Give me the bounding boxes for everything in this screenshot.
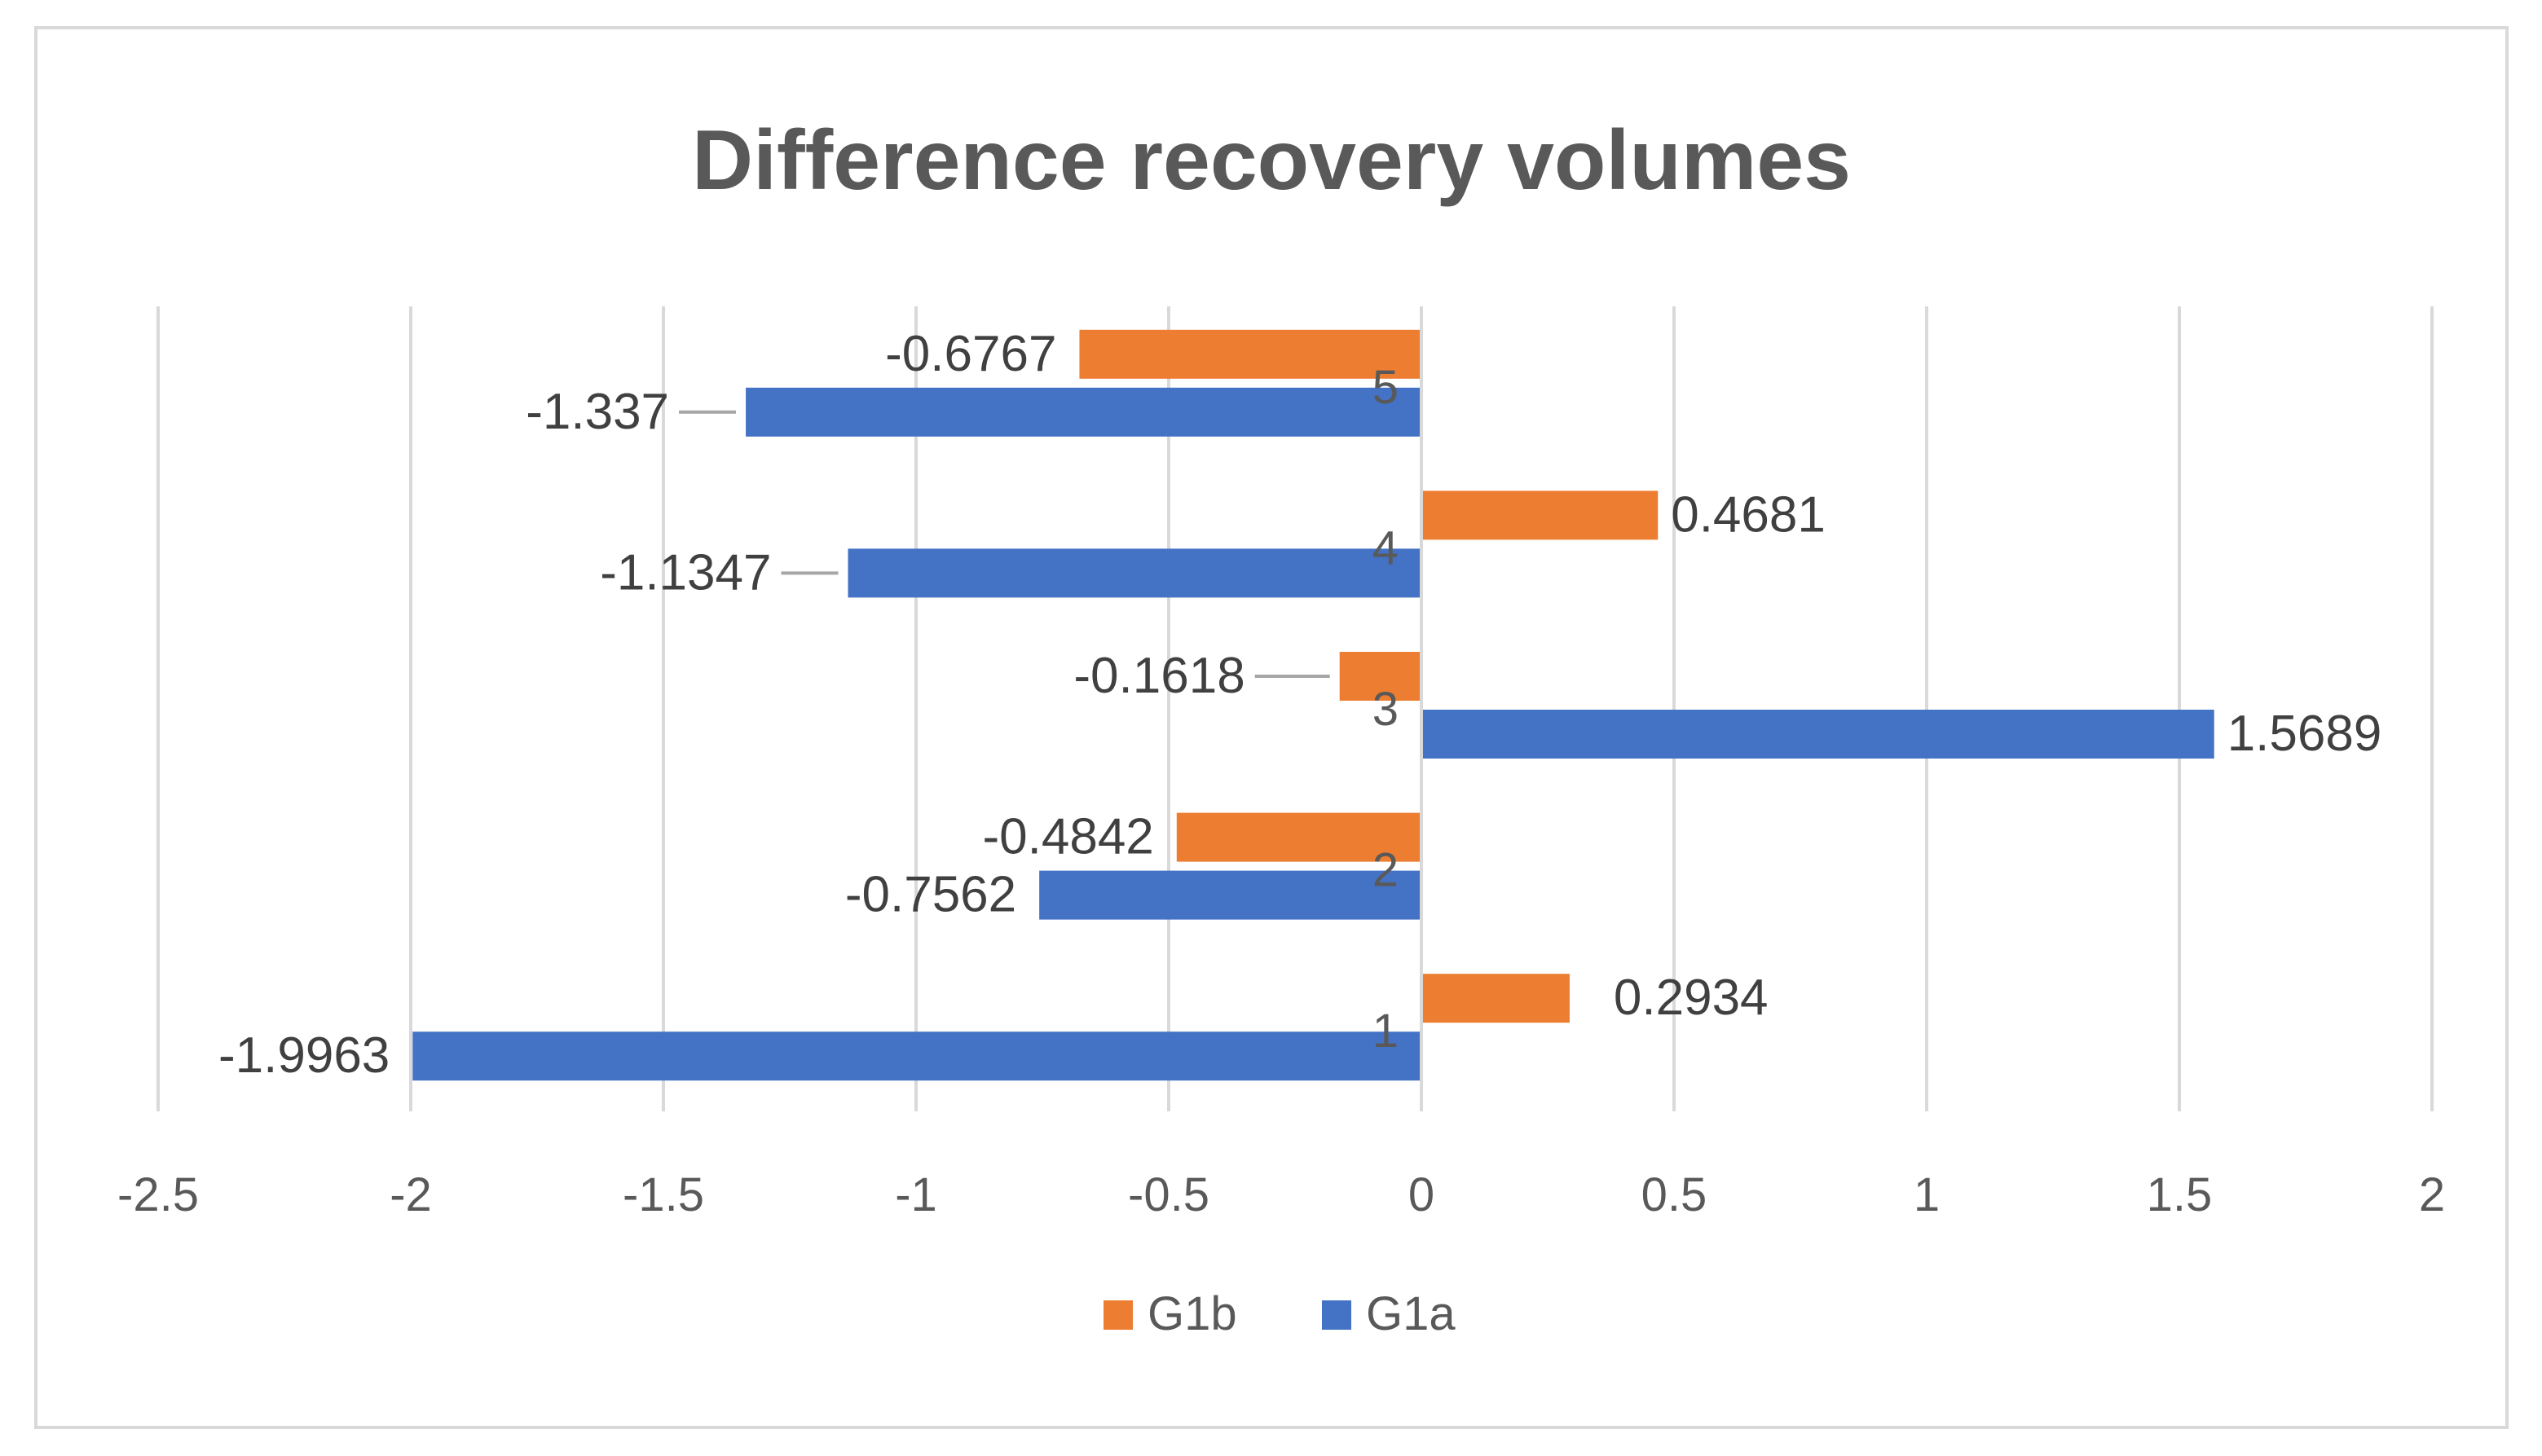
bar-g1a-4[interactable] (848, 548, 1421, 598)
category-label: 2 (1372, 844, 1399, 897)
data-label-g1a-4: -1.1347 (600, 544, 771, 600)
x-tick-label: -2 (390, 1168, 432, 1221)
bar-g1a-3[interactable] (1421, 710, 2214, 759)
bar-g1b-5[interactable] (1079, 329, 1421, 379)
chart-title: Difference recovery volumes (692, 113, 1851, 208)
bar-g1b-3[interactable] (1339, 652, 1421, 701)
data-label-g1b-1: 0.2934 (1614, 970, 1769, 1026)
legend-swatch-g1a (1322, 1300, 1351, 1330)
data-label-g1a-2: -0.7562 (845, 867, 1016, 923)
legend-label-g1b[interactable]: G1b (1148, 1287, 1237, 1340)
bar-g1a-5[interactable] (746, 387, 1421, 437)
bar-g1b-4[interactable] (1421, 490, 1659, 540)
bars-layer (412, 329, 2214, 1081)
category-label: 3 (1372, 683, 1399, 736)
legend[interactable]: G1b G1a (1104, 1287, 1456, 1340)
data-label-g1b-3: -0.1618 (1073, 648, 1245, 704)
axis-layer: -2.5 -2 -1.5 -1 -0.5 0 0.5 1 1.5 2 1 2 3 4 5 (117, 306, 2445, 1221)
bar-g1a-1[interactable] (412, 1032, 1422, 1081)
x-tick-label: -0.5 (1128, 1168, 1209, 1221)
x-tick-label: -1 (895, 1168, 937, 1221)
data-label-g1b-2: -0.4842 (983, 809, 1154, 865)
x-tick-label: -1.5 (623, 1168, 704, 1221)
legend-label-g1a[interactable]: G1a (1366, 1287, 1456, 1340)
x-tick-label: -2.5 (117, 1168, 199, 1221)
x-tick-label: 0.5 (1641, 1168, 1707, 1221)
bar-g1b-1[interactable] (1421, 974, 1570, 1023)
labels-layer: 0.2934 -1.9963 -0.4842-0.7562 -0.1618 1.5689… (218, 326, 2381, 1084)
x-tick-label: 1.5 (2147, 1168, 2213, 1221)
bar-g1a-2[interactable] (1039, 870, 1421, 920)
data-label-g1a-3: 1.5689 (2227, 706, 2382, 762)
x-tick-label: 1 (1914, 1168, 1940, 1221)
bar-g1b-2[interactable] (1176, 812, 1421, 862)
category-label: 1 (1372, 1005, 1399, 1058)
data-label-g1b-5: -0.6767 (885, 326, 1056, 382)
data-label-g1a-1: -1.9963 (218, 1027, 390, 1084)
category-label: 5 (1372, 361, 1399, 414)
data-label-g1a-5: -1.337 (526, 384, 669, 440)
category-label: 4 (1372, 521, 1399, 574)
x-tick-label: 0 (1408, 1168, 1434, 1221)
legend-swatch-g1b (1104, 1300, 1133, 1330)
x-tick-label: 2 (2419, 1168, 2445, 1221)
data-label-g1b-4: 0.4681 (1671, 486, 1826, 543)
